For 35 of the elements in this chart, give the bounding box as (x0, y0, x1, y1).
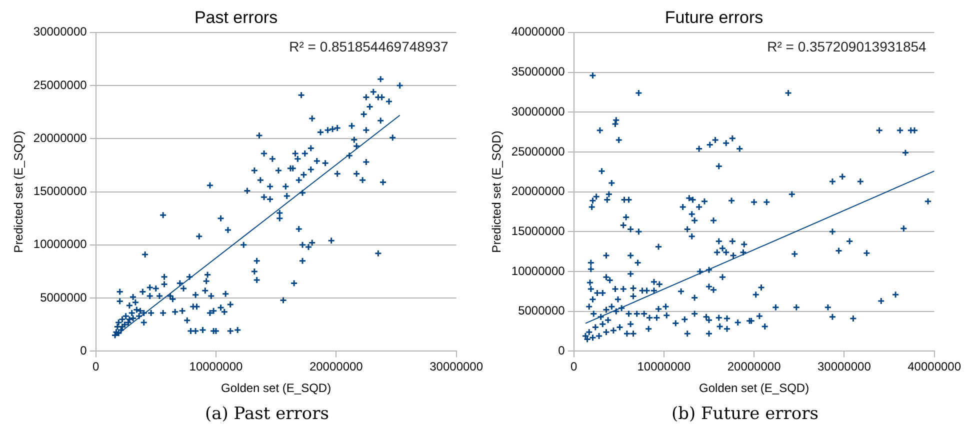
x-axis-title: Golden set (E_SQD) (699, 381, 810, 396)
y-tick-label: 5000000 (40, 290, 88, 304)
x-tick-label: 0 (92, 360, 100, 374)
y-tick-label: 10000000 (33, 237, 88, 252)
y-tick-label: 25000000 (33, 78, 88, 92)
text: (b) Future errors (670, 404, 820, 424)
x-tick-label: 0 (570, 360, 578, 374)
text: (a) Past errors (204, 404, 330, 424)
y-tick-label: 40000000 (511, 24, 566, 39)
x-tick-label: 20000000 (727, 360, 782, 374)
y-tick-label: 35000000 (511, 64, 566, 79)
y-tick-label: 30000000 (511, 104, 566, 118)
y-tick-label: 0 (80, 344, 88, 358)
y-tick-label: 10000000 (511, 264, 566, 278)
x-tick-label: 10000000 (637, 360, 691, 374)
x-tick-label: 30000000 (817, 360, 872, 374)
y-tick-label: 15000000 (511, 224, 566, 238)
y-tick-label: 5000000 (518, 304, 566, 318)
y-axis-title: Predicted set (E_SQD) (12, 130, 26, 253)
x-tick-label: 40000000 (908, 360, 962, 374)
y-tick-label: 25000000 (511, 144, 566, 158)
annotation: R² = 0.851854469748937 (289, 38, 449, 54)
chart-title: Future errors (664, 8, 764, 27)
x-tick-label: 20000000 (309, 360, 364, 374)
x-tick-label: 30000000 (430, 360, 484, 374)
y-axis-title: Predicted set (E_SQD) (490, 130, 504, 253)
y-tick-label: 20000000 (33, 130, 88, 145)
x-tick-label: 10000000 (189, 360, 243, 374)
y-tick-label: 15000000 (33, 184, 88, 198)
annotation: R² = 0.357209013931854 (767, 38, 927, 54)
y-tick-label: 30000000 (33, 24, 88, 39)
y-tick-label: 20000000 (511, 184, 566, 198)
x-axis-title: Golden set (E_SQD) (221, 381, 332, 396)
y-tick-label: 0 (558, 344, 566, 358)
chart-title: Past errors (194, 8, 278, 27)
